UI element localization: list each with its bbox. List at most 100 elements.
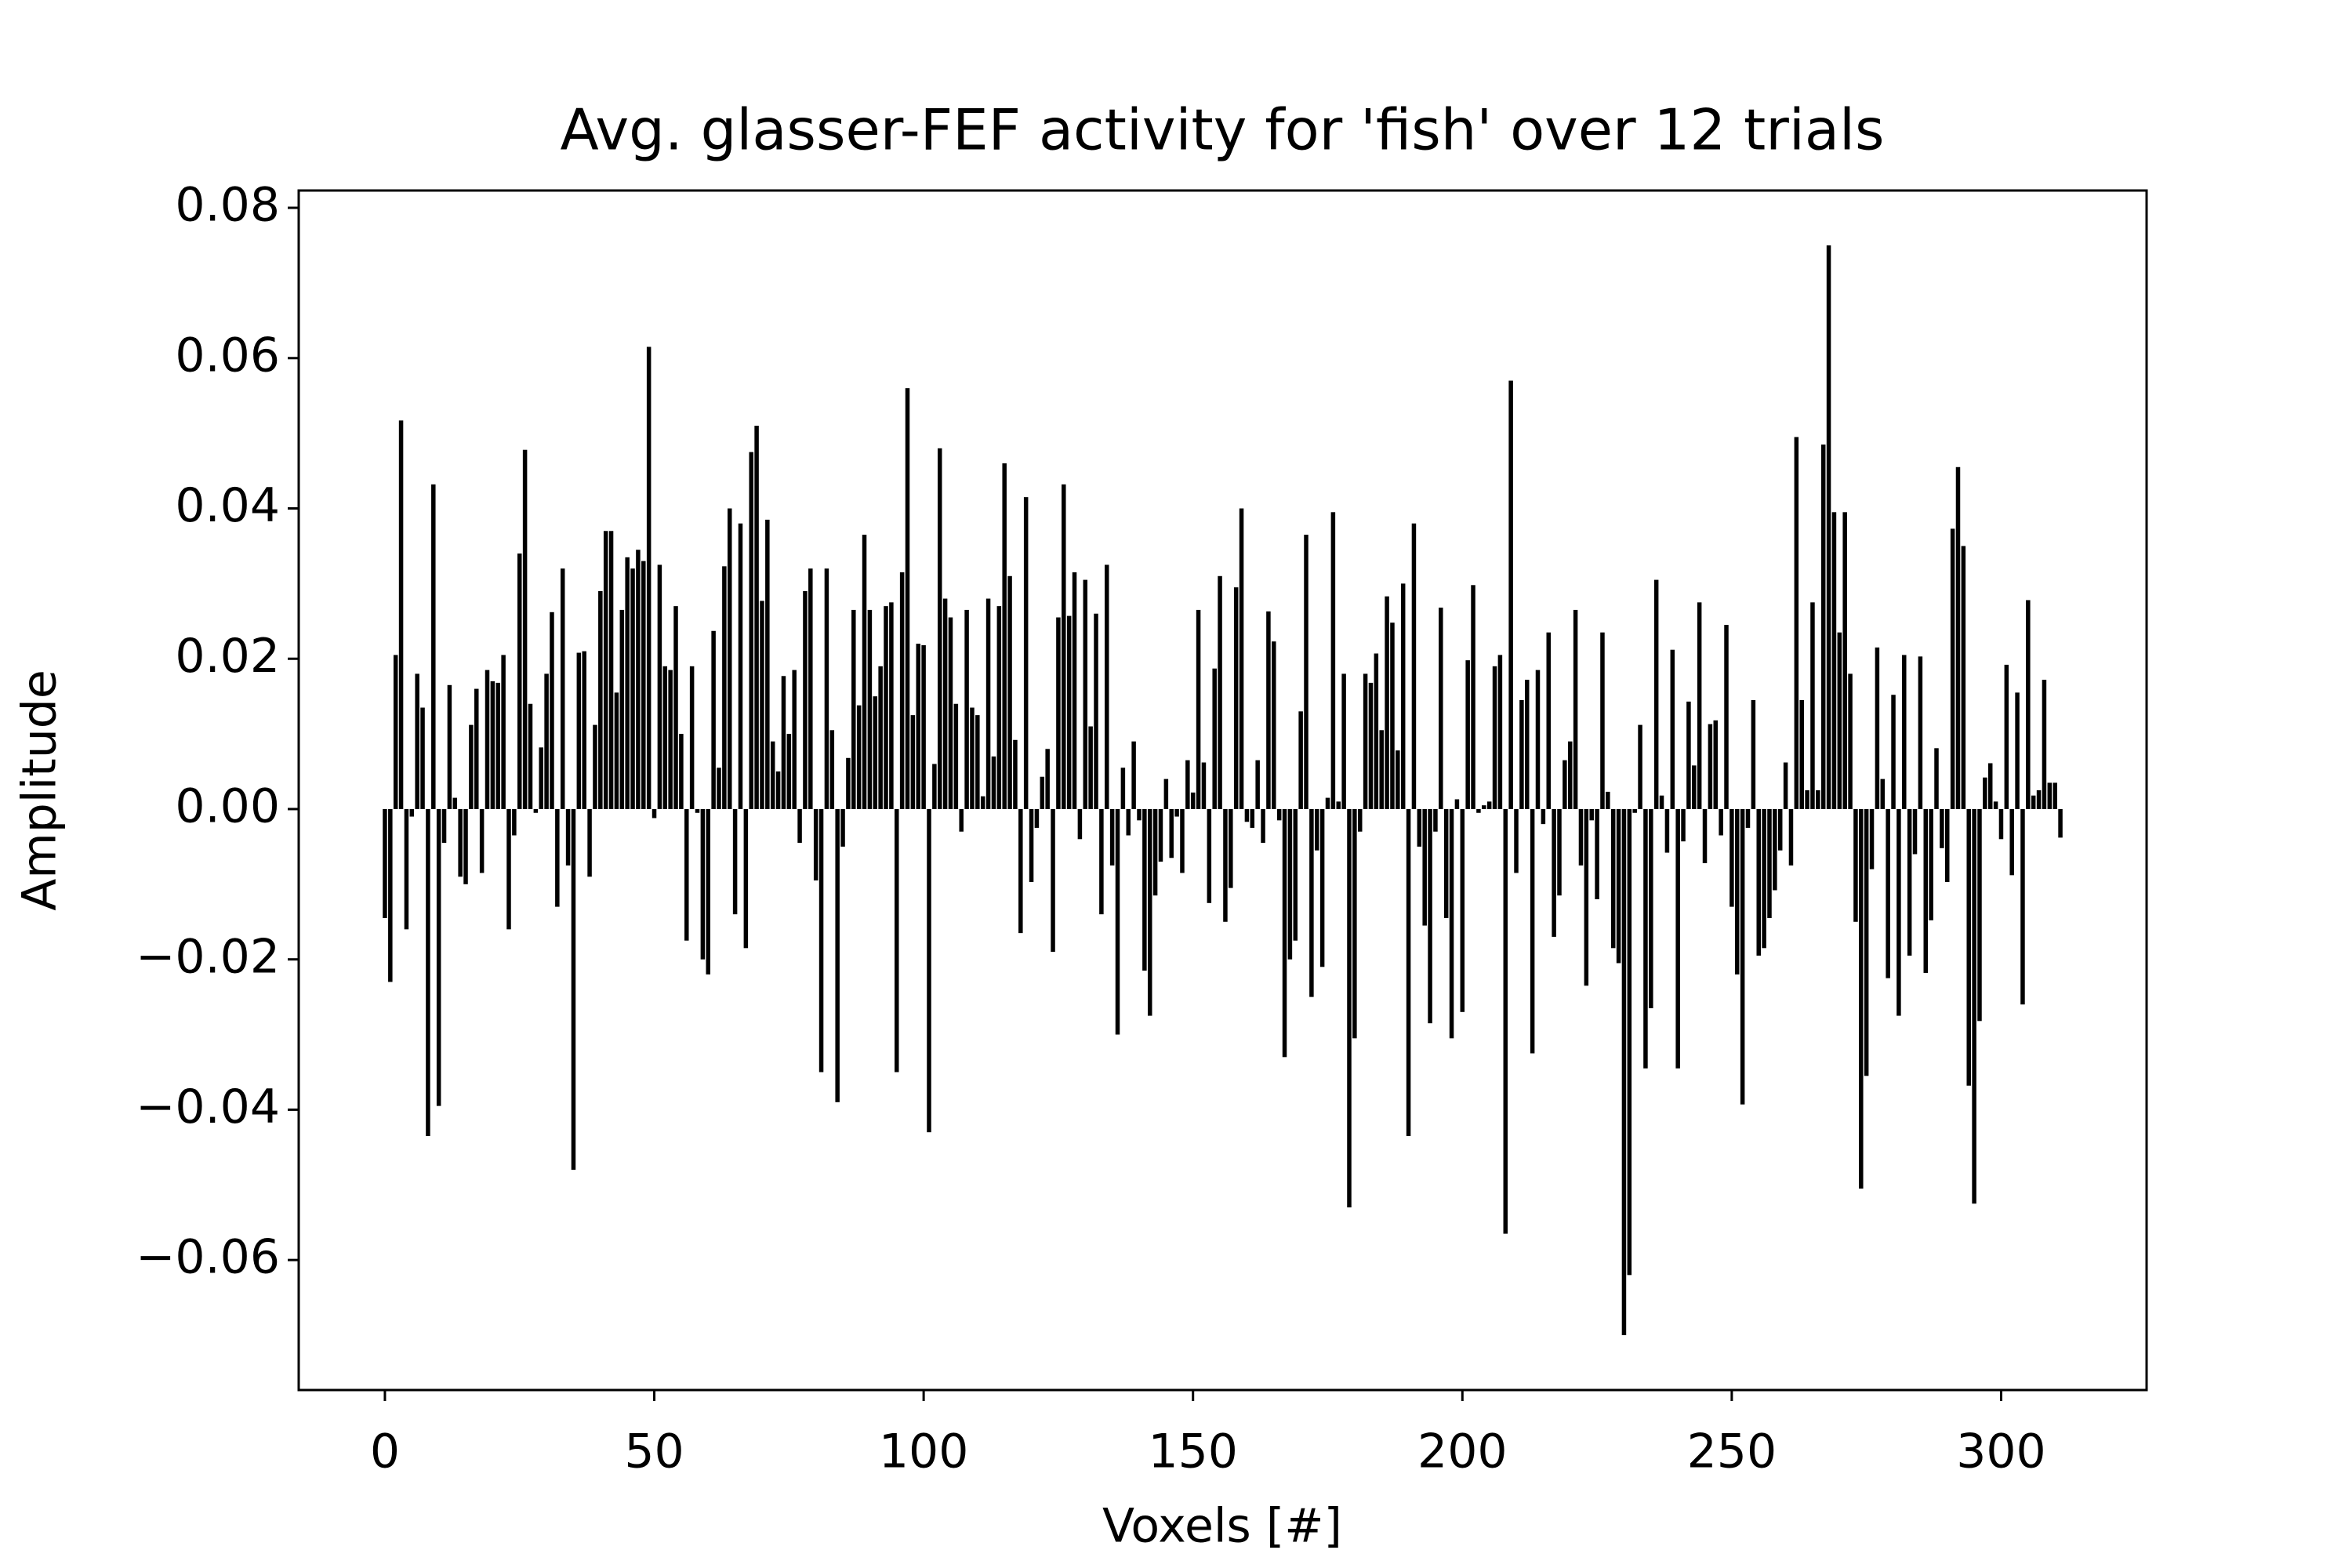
bar xyxy=(1929,808,1933,920)
bar xyxy=(1330,512,1336,809)
bar xyxy=(1730,808,1734,907)
bar xyxy=(1180,808,1185,873)
bar xyxy=(1616,808,1621,964)
bar xyxy=(603,531,608,809)
axes-frame xyxy=(297,189,2148,1392)
bar xyxy=(1341,673,1346,809)
bar xyxy=(625,557,630,809)
bar xyxy=(1244,808,1250,822)
bar xyxy=(1411,523,1417,809)
bar xyxy=(1486,801,1492,809)
bar xyxy=(1756,808,1761,956)
bar xyxy=(1147,808,1152,1016)
bar xyxy=(1853,808,1858,922)
bar xyxy=(1422,808,1427,926)
bar xyxy=(711,630,716,809)
bar xyxy=(1896,808,1901,1016)
bar xyxy=(975,715,980,809)
bar xyxy=(1530,808,1535,1054)
bar xyxy=(1018,808,1023,934)
bar xyxy=(1115,808,1120,1035)
bar xyxy=(652,808,657,818)
bar xyxy=(689,666,695,809)
bar xyxy=(393,655,398,809)
y-tick-label: 0.06 xyxy=(175,328,280,383)
bar xyxy=(1276,808,1282,821)
bar xyxy=(1762,808,1766,949)
bar xyxy=(1918,656,1923,809)
bar xyxy=(1805,790,1809,809)
bar xyxy=(1266,611,1271,809)
bar xyxy=(608,531,614,809)
bar xyxy=(2058,808,2063,838)
bar xyxy=(388,808,393,982)
bar xyxy=(1476,808,1481,813)
bar xyxy=(1002,463,1007,809)
bar xyxy=(927,808,931,1133)
bar xyxy=(1072,572,1077,809)
bar xyxy=(1013,739,1018,809)
bar xyxy=(1859,808,1864,1189)
bar xyxy=(1891,695,1896,809)
bar xyxy=(431,484,436,809)
bar xyxy=(727,508,732,809)
bar xyxy=(959,808,964,832)
bar xyxy=(1643,808,1648,1069)
bar xyxy=(775,771,781,809)
bar xyxy=(1040,776,1045,809)
bar xyxy=(1783,762,1788,809)
bar xyxy=(1190,792,1196,809)
bar xyxy=(646,347,652,809)
bar xyxy=(587,808,592,877)
bar xyxy=(1396,750,1400,809)
bar xyxy=(1681,808,1686,842)
bar xyxy=(1233,587,1239,809)
bar xyxy=(1051,808,1055,953)
bar xyxy=(1239,508,1244,809)
bar xyxy=(1541,808,1546,825)
bar xyxy=(1875,647,1880,809)
bar xyxy=(1627,808,1632,1276)
bar xyxy=(1094,613,1098,809)
bar xyxy=(1298,711,1303,809)
bar xyxy=(1886,808,1890,978)
bar xyxy=(1099,808,1104,915)
bar xyxy=(1810,602,1815,809)
bar xyxy=(398,420,404,809)
bar xyxy=(700,808,706,960)
bar xyxy=(1465,660,1470,809)
bar xyxy=(1045,749,1050,809)
bar xyxy=(1304,535,1308,809)
bar xyxy=(1250,808,1255,828)
bar xyxy=(436,808,441,1106)
bar xyxy=(474,688,479,809)
bar xyxy=(463,808,468,884)
bar xyxy=(840,808,845,847)
bar xyxy=(576,652,582,809)
bar xyxy=(1077,808,1083,840)
bar xyxy=(1287,808,1293,960)
bar xyxy=(2026,600,2031,809)
bar xyxy=(1400,583,1406,809)
x-tick-label: 200 xyxy=(1417,1425,1508,1479)
bar xyxy=(1864,808,1869,1076)
bar xyxy=(889,602,894,809)
bar xyxy=(1293,808,1298,941)
bar xyxy=(1137,808,1142,821)
bar xyxy=(383,808,387,918)
bar xyxy=(1837,632,1842,809)
bar xyxy=(1454,799,1460,809)
bar xyxy=(501,655,506,809)
bar xyxy=(1713,720,1719,809)
bar xyxy=(1961,546,1966,809)
bar xyxy=(1120,768,1126,809)
bar xyxy=(1201,762,1207,809)
bar xyxy=(1697,602,1702,809)
bar xyxy=(673,606,678,809)
bar xyxy=(1460,808,1465,1012)
bar xyxy=(1563,760,1567,809)
bar xyxy=(404,808,409,930)
bar xyxy=(873,696,878,809)
bar xyxy=(1062,484,1066,809)
x-tick-label: 100 xyxy=(879,1425,969,1479)
